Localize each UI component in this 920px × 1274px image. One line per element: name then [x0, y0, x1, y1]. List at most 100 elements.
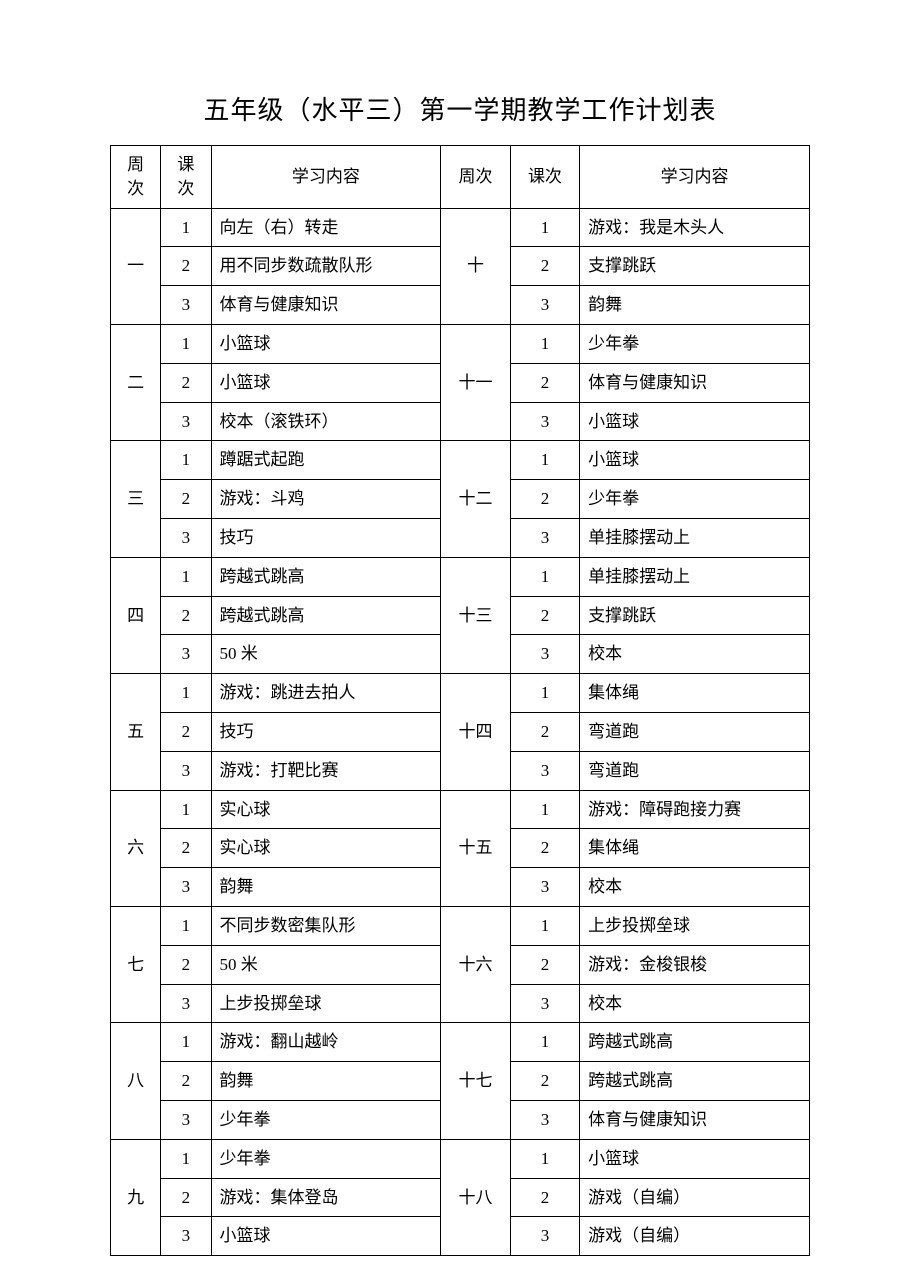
- content-cell-left: 小篮球: [211, 324, 441, 363]
- lesson-number-left: 2: [161, 1062, 211, 1101]
- content-cell-left: 实心球: [211, 790, 441, 829]
- lesson-number-right: 2: [510, 247, 579, 286]
- lesson-number-right: 3: [510, 984, 579, 1023]
- content-cell-left: 校本（滚铁环）: [211, 402, 441, 441]
- content-cell-left: 蹲踞式起跑: [211, 441, 441, 480]
- header-week-right: 周次: [441, 146, 510, 209]
- content-cell-right: 跨越式跳高: [580, 1023, 810, 1062]
- content-cell-right: 体育与健康知识: [580, 363, 810, 402]
- content-cell-left: 游戏：打靶比赛: [211, 751, 441, 790]
- content-cell-left: 韵舞: [211, 1062, 441, 1101]
- header-lesson-left: 课次: [161, 146, 211, 209]
- content-cell-right: 游戏：我是木头人: [580, 208, 810, 247]
- content-cell-left: 不同步数密集队形: [211, 906, 441, 945]
- lesson-number-left: 3: [161, 1217, 211, 1256]
- lesson-number-left: 1: [161, 324, 211, 363]
- content-cell-left: 小篮球: [211, 1217, 441, 1256]
- lesson-number-left: 3: [161, 984, 211, 1023]
- week-label-left: 三: [111, 441, 161, 557]
- content-cell-left: 向左（右）转走: [211, 208, 441, 247]
- lesson-number-left: 2: [161, 829, 211, 868]
- week-label-right: 十七: [441, 1023, 510, 1139]
- content-cell-left: 上步投掷垒球: [211, 984, 441, 1023]
- content-cell-right: 小篮球: [580, 402, 810, 441]
- content-cell-left: 体育与健康知识: [211, 286, 441, 325]
- content-cell-right: 上步投掷垒球: [580, 906, 810, 945]
- content-cell-right: 校本: [580, 635, 810, 674]
- lesson-number-right: 3: [510, 518, 579, 557]
- content-cell-left: 少年拳: [211, 1139, 441, 1178]
- header-lesson-right: 课次: [510, 146, 579, 209]
- lesson-number-right: 3: [510, 868, 579, 907]
- lesson-number-left: 1: [161, 208, 211, 247]
- content-cell-left: 50 米: [211, 635, 441, 674]
- lesson-number-left: 3: [161, 868, 211, 907]
- lesson-number-left: 3: [161, 751, 211, 790]
- content-cell-right: 弯道跑: [580, 712, 810, 751]
- lesson-number-right: 3: [510, 286, 579, 325]
- lesson-number-right: 1: [510, 1023, 579, 1062]
- lesson-number-right: 1: [510, 324, 579, 363]
- content-cell-right: 单挂膝摆动上: [580, 557, 810, 596]
- content-cell-right: 游戏：金梭银梭: [580, 945, 810, 984]
- lesson-number-right: 1: [510, 1139, 579, 1178]
- lesson-number-right: 1: [510, 906, 579, 945]
- lesson-number-right: 2: [510, 363, 579, 402]
- content-cell-right: 弯道跑: [580, 751, 810, 790]
- lesson-number-left: 2: [161, 596, 211, 635]
- lesson-number-right: 2: [510, 1178, 579, 1217]
- week-label-right: 十三: [441, 557, 510, 673]
- content-cell-left: 50 米: [211, 945, 441, 984]
- lesson-number-right: 2: [510, 712, 579, 751]
- content-cell-right: 校本: [580, 984, 810, 1023]
- lesson-number-left: 2: [161, 247, 211, 286]
- content-cell-right: 集体绳: [580, 674, 810, 713]
- lesson-number-right: 3: [510, 402, 579, 441]
- lesson-number-right: 3: [510, 635, 579, 674]
- content-cell-left: 用不同步数疏散队形: [211, 247, 441, 286]
- content-cell-right: 体育与健康知识: [580, 1100, 810, 1139]
- week-label-right: 十二: [441, 441, 510, 557]
- content-cell-left: 游戏：跳进去拍人: [211, 674, 441, 713]
- content-cell-right: 支撑跳跃: [580, 596, 810, 635]
- lesson-number-left: 2: [161, 945, 211, 984]
- content-cell-right: 单挂膝摆动上: [580, 518, 810, 557]
- header-content-left: 学习内容: [211, 146, 441, 209]
- content-cell-left: 技巧: [211, 712, 441, 751]
- week-label-right: 十五: [441, 790, 510, 906]
- week-label-left: 七: [111, 906, 161, 1022]
- lesson-number-right: 1: [510, 441, 579, 480]
- lesson-number-left: 1: [161, 906, 211, 945]
- lesson-number-left: 1: [161, 441, 211, 480]
- lesson-number-right: 2: [510, 1062, 579, 1101]
- content-cell-right: 游戏：障碍跑接力赛: [580, 790, 810, 829]
- lesson-number-right: 3: [510, 751, 579, 790]
- lesson-number-left: 2: [161, 1178, 211, 1217]
- content-cell-left: 跨越式跳高: [211, 596, 441, 635]
- lesson-number-right: 3: [510, 1100, 579, 1139]
- content-cell-left: 少年拳: [211, 1100, 441, 1139]
- content-cell-left: 跨越式跳高: [211, 557, 441, 596]
- content-cell-left: 游戏：集体登岛: [211, 1178, 441, 1217]
- content-cell-left: 游戏：翻山越岭: [211, 1023, 441, 1062]
- week-label-left: 四: [111, 557, 161, 673]
- lesson-number-left: 1: [161, 790, 211, 829]
- lesson-number-left: 2: [161, 363, 211, 402]
- content-cell-left: 韵舞: [211, 868, 441, 907]
- week-label-right: 十八: [441, 1139, 510, 1255]
- lesson-number-right: 3: [510, 1217, 579, 1256]
- content-cell-right: 游戏（自编）: [580, 1217, 810, 1256]
- content-cell-right: 少年拳: [580, 324, 810, 363]
- lesson-number-right: 1: [510, 557, 579, 596]
- content-cell-left: 技巧: [211, 518, 441, 557]
- week-label-left: 八: [111, 1023, 161, 1139]
- lesson-number-left: 1: [161, 674, 211, 713]
- week-label-right: 十: [441, 208, 510, 324]
- schedule-table: 周次课次学习内容周次课次学习内容一1向左（右）转走十1游戏：我是木头人2用不同步…: [110, 145, 810, 1256]
- content-cell-right: 校本: [580, 868, 810, 907]
- lesson-number-left: 1: [161, 557, 211, 596]
- week-label-right: 十六: [441, 906, 510, 1022]
- header-content-right: 学习内容: [580, 146, 810, 209]
- lesson-number-left: 2: [161, 480, 211, 519]
- lesson-number-right: 2: [510, 829, 579, 868]
